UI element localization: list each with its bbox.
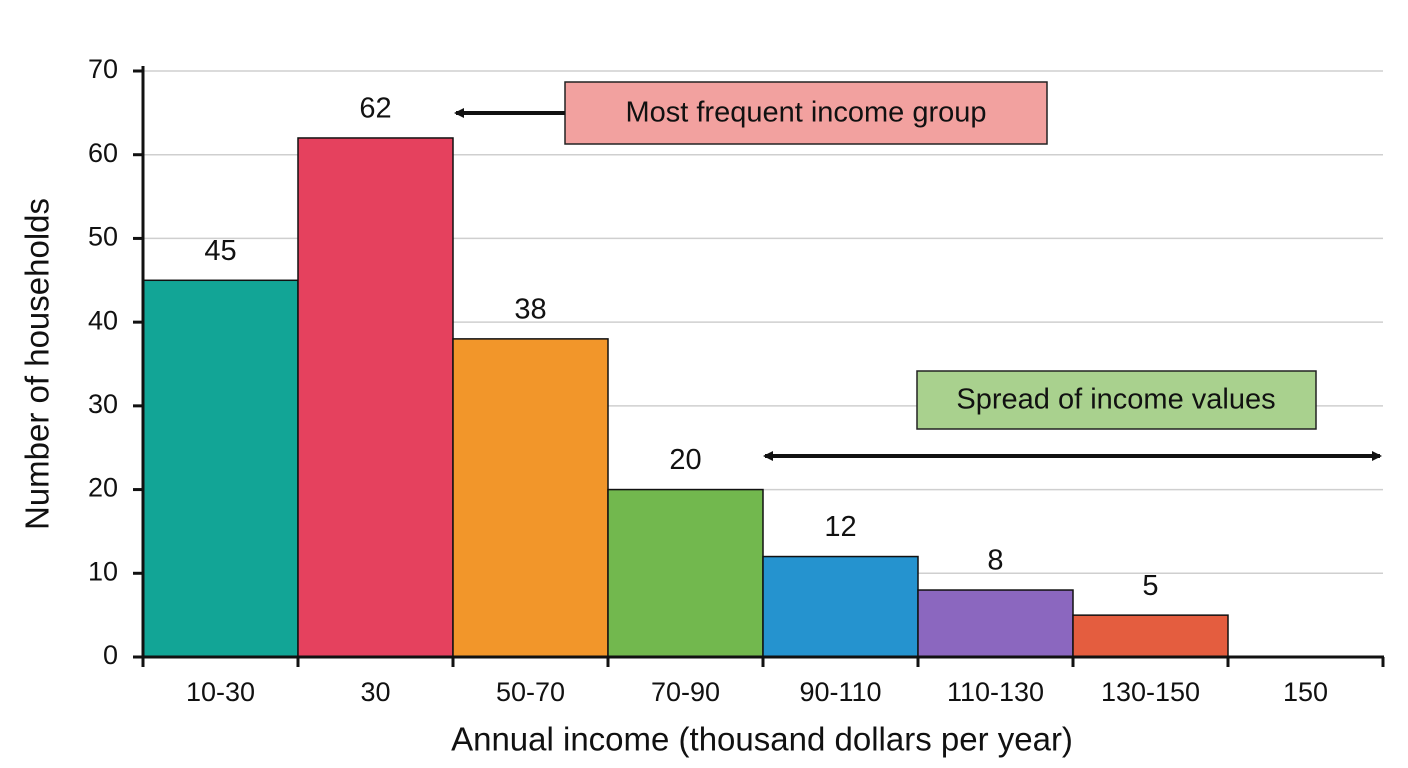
value-label: 20 xyxy=(669,444,701,476)
bar xyxy=(917,589,1074,658)
bar xyxy=(297,137,454,658)
annotation-box xyxy=(564,81,1048,145)
value-label: 5 xyxy=(1142,570,1158,602)
x-tick-label: 110-130 xyxy=(947,677,1044,707)
x-axis-title: Annual income (thousand dollars per year… xyxy=(451,721,1073,758)
y-tick-label: 60 xyxy=(88,138,118,168)
y-tick-label: 0 xyxy=(103,640,118,670)
value-label: 62 xyxy=(359,93,391,125)
x-tick-label: 30 xyxy=(360,677,390,707)
bars xyxy=(142,137,1229,658)
annotation: Spread of income values xyxy=(956,384,1275,416)
value-label: 8 xyxy=(987,545,1003,577)
bar xyxy=(762,555,919,658)
x-tick-label: 150 xyxy=(1283,677,1328,707)
value-label: 45 xyxy=(204,235,236,267)
y-tick-label: 50 xyxy=(88,222,118,252)
x-tick-label: 50-70 xyxy=(496,677,565,707)
y-tick-label: 40 xyxy=(88,305,118,335)
x-tick-label: 130-150 xyxy=(1101,677,1200,707)
y-tick-label: 10 xyxy=(88,556,118,586)
y-tick-label: 30 xyxy=(88,389,118,419)
annotation-box xyxy=(916,370,1317,430)
x-tick-label: 10-30 xyxy=(186,677,255,707)
bar xyxy=(142,279,299,658)
y-tick-label: 20 xyxy=(88,473,118,503)
bar xyxy=(1072,614,1229,658)
y-tick-label: 70 xyxy=(88,54,118,84)
annotation: Most frequent income group xyxy=(625,97,986,129)
x-tick-label: 90-110 xyxy=(799,677,881,707)
value-label: 38 xyxy=(514,294,546,326)
value-label: 12 xyxy=(824,511,856,543)
y-axis-title: Number of households xyxy=(19,198,56,530)
x-tick-label: 70-90 xyxy=(651,677,720,707)
bar xyxy=(607,488,764,658)
bar xyxy=(452,338,609,658)
